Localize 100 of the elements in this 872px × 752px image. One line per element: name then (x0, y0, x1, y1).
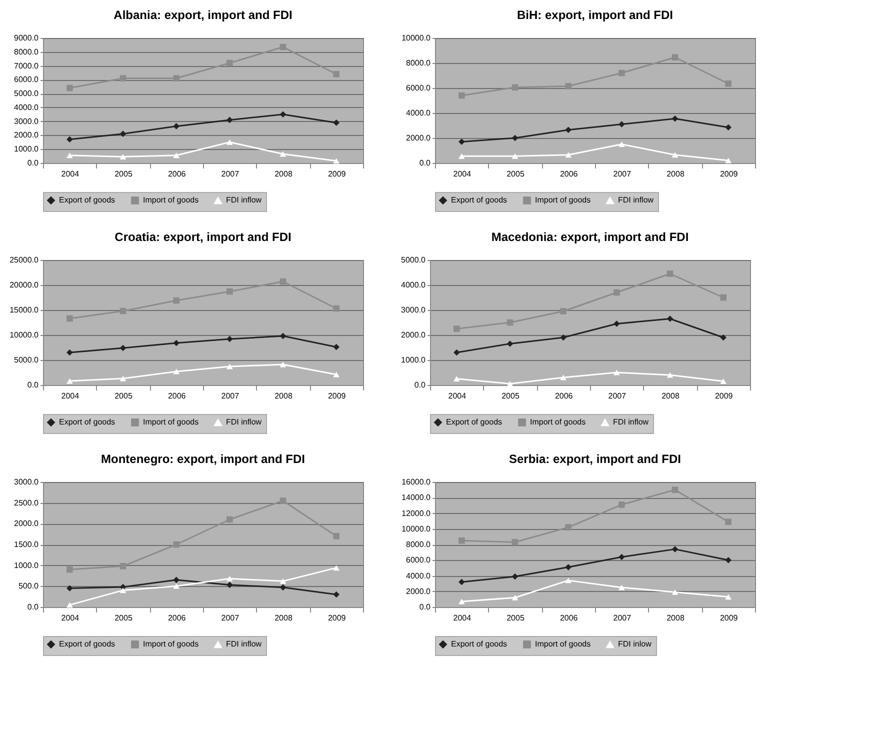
legend-label: Export of goods (59, 417, 116, 426)
point (226, 516, 233, 523)
legend-label: Import of goods (143, 195, 199, 204)
point (506, 340, 514, 347)
point (618, 70, 625, 76)
point (280, 578, 286, 584)
y-tick-label: 2000.0 (406, 586, 432, 596)
y-tick-label: 500.0 (18, 582, 40, 591)
point (565, 82, 572, 90)
point (120, 588, 126, 594)
point (66, 136, 73, 143)
point (672, 152, 678, 158)
legend-label: Export of goods (59, 639, 116, 648)
point (725, 124, 732, 131)
point (506, 381, 514, 386)
point (725, 556, 732, 564)
legend-label: Import of goods (535, 195, 591, 204)
y-tick-label: 9000.0 (14, 34, 40, 42)
point (618, 142, 625, 147)
x-tick-label: 2009 (328, 170, 346, 178)
point (512, 153, 518, 159)
point (120, 376, 126, 382)
x-tick-label: 2006 (168, 392, 186, 400)
point (333, 305, 340, 312)
point (618, 501, 625, 508)
y-tick-label: 10000.0 (402, 34, 432, 42)
point (666, 372, 674, 378)
point (226, 364, 233, 370)
x-tick-label: 2007 (613, 170, 632, 178)
point (226, 139, 233, 145)
y-tick-label: 25000.0 (10, 256, 40, 264)
y-tick-label: 0.0 (27, 158, 40, 168)
x-tick-label: 2004 (448, 392, 467, 400)
y-tick-label: 7000.0 (14, 61, 40, 70)
point (512, 594, 518, 600)
point (454, 349, 460, 356)
y-tick-label: 10000.0 (402, 524, 432, 534)
x-tick-label: 2008 (666, 170, 685, 178)
legend-label: FDI inflow (618, 196, 654, 205)
point (565, 126, 572, 134)
point (280, 151, 286, 157)
x-tick-label: 2004 (453, 170, 472, 178)
point (120, 563, 126, 570)
point (173, 368, 180, 374)
y-tick-label: 0.0 (419, 602, 432, 612)
chart-title: BiH: export, import and FDI (517, 8, 673, 22)
legend-label: Export of goods (451, 195, 508, 204)
point (66, 84, 73, 92)
y-tick-label: 2000.0 (14, 130, 40, 140)
chart-title: Croatia: export, import and FDI (114, 230, 292, 244)
point (672, 54, 678, 61)
point (280, 278, 286, 285)
point (560, 374, 566, 380)
x-tick-label: 2005 (114, 392, 133, 400)
x-tick-label: 2005 (114, 614, 133, 622)
y-tick-label: 12000.0 (402, 508, 432, 518)
y-tick-label: 5000.0 (14, 356, 40, 364)
y-tick-label: 4000.0 (14, 102, 40, 112)
point (458, 598, 465, 604)
point (333, 158, 340, 164)
x-tick-label: 2004 (61, 392, 80, 400)
legend-label: Import of goods (535, 639, 591, 648)
y-tick-label: 6000.0 (406, 556, 432, 565)
point (666, 270, 674, 277)
point (720, 294, 726, 301)
point (280, 498, 286, 504)
point (120, 154, 126, 160)
point (333, 533, 340, 540)
point (66, 585, 73, 592)
point (120, 308, 126, 314)
x-tick-label: 2008 (274, 170, 293, 178)
x-tick-label: 2005 (114, 170, 133, 178)
point (458, 153, 465, 159)
legend-label: Export of goods (451, 639, 508, 648)
legend-label: FDI inflow (226, 196, 262, 205)
legend-label: Import of goods (143, 417, 199, 426)
point (226, 288, 233, 295)
point (120, 344, 126, 352)
x-tick-label: 2004 (453, 614, 472, 622)
x-tick-label: 2007 (221, 170, 240, 178)
point (66, 602, 73, 608)
point (226, 60, 233, 66)
legend-label: Export of goods (446, 417, 502, 426)
chart-title: Albania: export, import and FDI (114, 8, 292, 22)
y-tick-label: 16000.0 (402, 478, 432, 486)
y-tick-label: 6000.0 (406, 84, 432, 92)
y-tick-label: 6000.0 (14, 75, 40, 84)
point (173, 75, 180, 82)
point (173, 541, 180, 548)
y-tick-label: 3000.0 (14, 478, 40, 486)
point (333, 565, 340, 571)
y-tick-label: 2000.0 (401, 330, 426, 340)
x-tick-label: 2009 (328, 614, 346, 622)
point (565, 524, 572, 530)
point (173, 576, 180, 584)
x-tick-label: 2008 (274, 614, 293, 622)
point (173, 297, 180, 304)
point (618, 554, 625, 560)
point (173, 152, 180, 158)
x-tick-label: 2006 (560, 614, 578, 622)
